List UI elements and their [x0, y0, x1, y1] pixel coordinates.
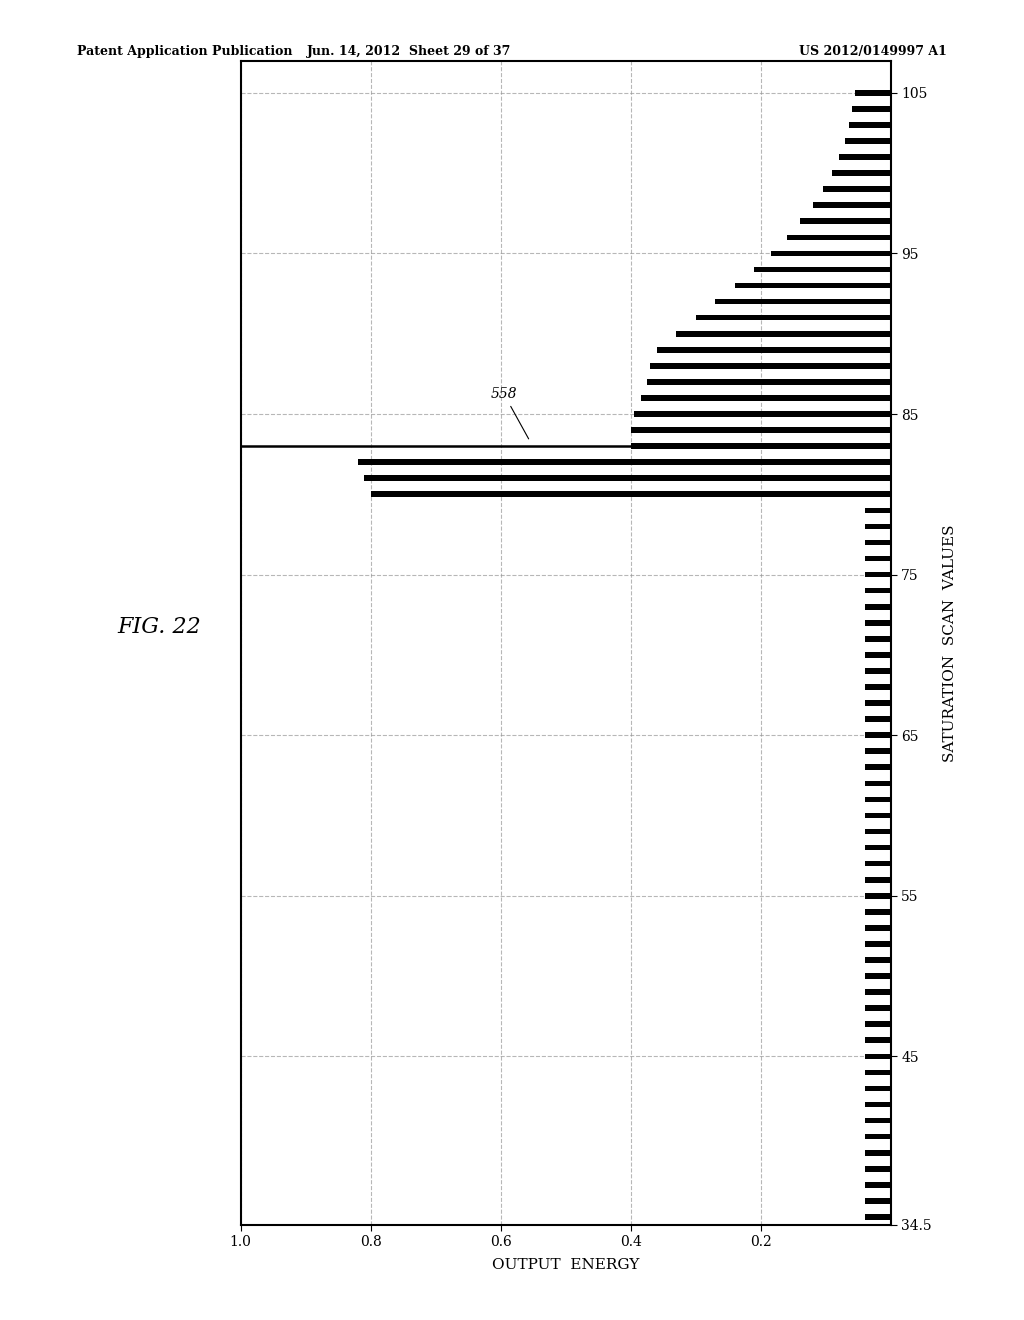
- Bar: [634, 412, 891, 417]
- Bar: [865, 876, 891, 883]
- Bar: [865, 717, 891, 722]
- Bar: [696, 315, 891, 321]
- Bar: [365, 475, 891, 480]
- Text: Patent Application Publication: Patent Application Publication: [77, 45, 292, 58]
- Bar: [357, 459, 891, 465]
- Bar: [865, 540, 891, 545]
- Bar: [865, 508, 891, 513]
- Bar: [735, 282, 891, 288]
- Text: US 2012/0149997 A1: US 2012/0149997 A1: [799, 45, 946, 58]
- Bar: [865, 524, 891, 529]
- Bar: [865, 1069, 891, 1076]
- Bar: [865, 1214, 891, 1220]
- Bar: [865, 845, 891, 850]
- Bar: [865, 684, 891, 690]
- Bar: [786, 235, 891, 240]
- Bar: [849, 123, 891, 128]
- Bar: [865, 909, 891, 915]
- Bar: [865, 1199, 891, 1204]
- X-axis label: OUTPUT  ENERGY: OUTPUT ENERGY: [493, 1258, 639, 1271]
- Bar: [865, 1181, 891, 1188]
- Bar: [676, 331, 891, 337]
- Bar: [865, 572, 891, 577]
- Bar: [865, 892, 891, 899]
- Bar: [865, 700, 891, 706]
- Bar: [865, 957, 891, 962]
- Bar: [865, 620, 891, 626]
- Bar: [865, 1134, 891, 1139]
- Bar: [716, 298, 891, 305]
- Text: 558: 558: [490, 387, 528, 438]
- Text: Jun. 14, 2012  Sheet 29 of 37: Jun. 14, 2012 Sheet 29 of 37: [307, 45, 512, 58]
- Bar: [822, 186, 891, 191]
- Bar: [631, 428, 891, 433]
- Bar: [852, 106, 891, 112]
- Bar: [865, 733, 891, 738]
- Bar: [865, 780, 891, 787]
- Bar: [865, 668, 891, 673]
- Bar: [865, 829, 891, 834]
- Bar: [647, 379, 891, 384]
- Bar: [855, 90, 891, 95]
- Bar: [865, 1085, 891, 1092]
- Bar: [865, 989, 891, 995]
- Bar: [865, 925, 891, 931]
- Bar: [865, 1053, 891, 1059]
- Bar: [650, 363, 891, 368]
- Bar: [865, 603, 891, 610]
- Bar: [865, 1102, 891, 1107]
- Bar: [631, 444, 891, 449]
- Y-axis label: SATURATION  SCAN  VALUES: SATURATION SCAN VALUES: [943, 524, 957, 762]
- Bar: [371, 491, 891, 498]
- Bar: [641, 395, 891, 401]
- Bar: [865, 556, 891, 561]
- Bar: [865, 1150, 891, 1155]
- Bar: [865, 813, 891, 818]
- Bar: [865, 764, 891, 770]
- Bar: [865, 587, 891, 594]
- Bar: [865, 861, 891, 866]
- Bar: [813, 202, 891, 209]
- Bar: [839, 154, 891, 160]
- Bar: [865, 1166, 891, 1172]
- Bar: [865, 1022, 891, 1027]
- Bar: [771, 251, 891, 256]
- Bar: [865, 652, 891, 657]
- Bar: [846, 139, 891, 144]
- Bar: [800, 219, 891, 224]
- Bar: [865, 1038, 891, 1043]
- Bar: [865, 796, 891, 803]
- Bar: [755, 267, 891, 272]
- Bar: [865, 1006, 891, 1011]
- Bar: [865, 941, 891, 946]
- Bar: [656, 347, 891, 352]
- Bar: [865, 748, 891, 754]
- Text: FIG. 22: FIG. 22: [118, 616, 202, 638]
- Bar: [865, 973, 891, 979]
- Bar: [865, 636, 891, 642]
- Bar: [865, 1118, 891, 1123]
- Bar: [833, 170, 891, 176]
